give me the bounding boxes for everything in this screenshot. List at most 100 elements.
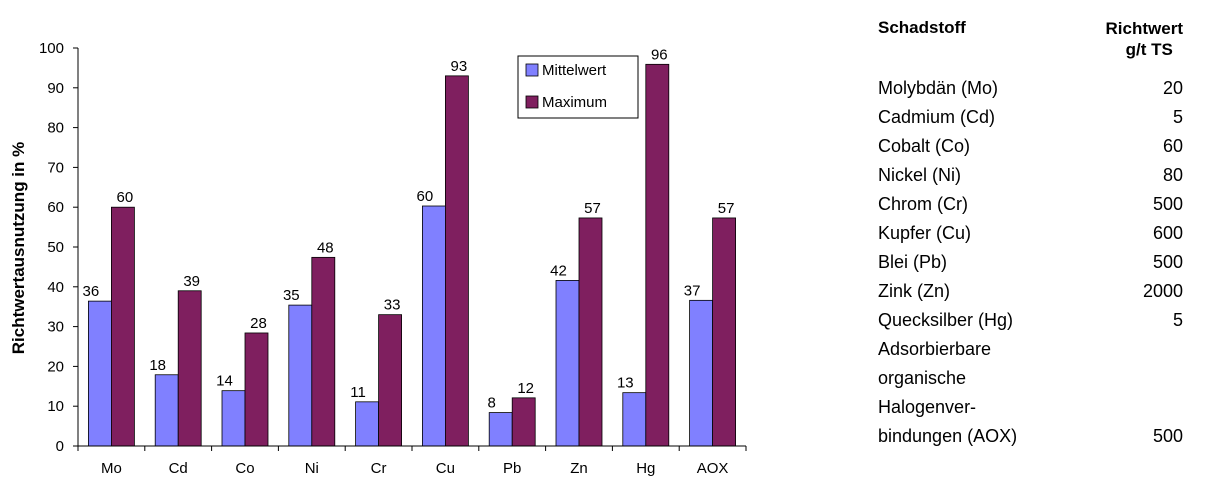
data-label-maximum: 12	[517, 380, 534, 397]
data-label-mittelwert: 60	[417, 188, 434, 205]
y-axis-title: Richtwertausnutzung in %	[9, 142, 28, 355]
table-row-value: 500	[1152, 426, 1183, 446]
x-tick-label: Cu	[436, 460, 455, 477]
bar-maximum	[177, 290, 202, 447]
data-label-maximum: 93	[451, 58, 468, 75]
legend-label-maximum: Maximum	[542, 94, 607, 111]
bar-maximum	[311, 256, 336, 447]
y-tick-label: 20	[47, 358, 64, 375]
bar-mittelwert	[288, 304, 313, 447]
table-body: Molybdän (Mo) 20 Cadmium (Cd) 5 Cobalt (Co) 6…	[866, 74, 1186, 335]
data-label-maximum: 96	[651, 46, 668, 63]
table-row-name: Molybdän (Mo)	[878, 78, 999, 98]
table-row-name: Kupfer (Cu)	[878, 223, 972, 243]
legend-label-mittelwert: Mittelwert	[542, 62, 607, 79]
bar-mittelwert	[689, 299, 713, 447]
table-row-value: 500	[1152, 194, 1183, 214]
table-row: Blei (Pb) 500	[866, 248, 1186, 277]
data-label-maximum: 48	[317, 239, 334, 256]
table-row-name: Quecksilber (Hg)	[878, 310, 1014, 330]
y-tick-label: 10	[47, 398, 64, 415]
bar-mittelwert	[421, 205, 446, 447]
data-label-mittelwert: 11	[350, 384, 366, 401]
data-label-maximum: 28	[250, 315, 267, 332]
table-row-name: Cobalt (Co)	[878, 136, 971, 156]
richtwert-table: Schadstoff Richtwert g/t TS Molybdän (Mo…	[866, 18, 1186, 451]
name-line: Halogenver-	[878, 397, 977, 417]
table-row-value: 20	[1162, 78, 1183, 98]
data-label-maximum: 39	[183, 273, 200, 290]
bar-maximum	[378, 314, 403, 447]
x-tick-label: Cr	[371, 460, 387, 477]
y-axis: 0 10 20 30 40 50 60 70 80 90 100	[39, 40, 78, 455]
table-row: Zink (Zn) 2000	[866, 277, 1186, 306]
table-row-name: Nickel (Ni)	[878, 165, 961, 185]
bar-mittelwert	[88, 300, 112, 447]
data-labels: 36 60 18 39 14 28 35 48 11 33 60 93 8 12 42 57 13 96 37 57	[83, 46, 735, 411]
bar-maximum	[111, 206, 135, 447]
bar-maximum	[712, 217, 736, 447]
table-row: Quecksilber (Hg) 5	[866, 306, 1186, 335]
table-row: Nickel (Ni) 80	[866, 161, 1186, 190]
table-row: Cadmium (Cd) 5	[866, 103, 1186, 132]
name-line: organische	[878, 368, 967, 388]
bar-maximum	[511, 397, 536, 447]
legend: Mittelwert Maximum	[517, 55, 639, 119]
table-row-value: 80	[1162, 165, 1183, 185]
bar-maximum	[244, 332, 269, 447]
table-row-value: 5	[1172, 107, 1183, 127]
table-row-value: 2000	[1142, 281, 1183, 301]
bar-maximum	[645, 63, 670, 447]
x-tick-label: Cd	[169, 460, 188, 477]
name-line: Adsorbierbare	[878, 339, 992, 359]
table-row-value: 600	[1152, 223, 1183, 243]
table-header: Schadstoff Richtwert g/t TS	[866, 18, 1186, 74]
y-tick-label: 80	[47, 120, 64, 137]
y-tick-label: 100	[39, 40, 64, 57]
data-label-maximum: 57	[718, 200, 735, 217]
y-tick-label: 0	[56, 438, 64, 455]
bars	[88, 63, 736, 447]
x-tick-label: Pb	[503, 460, 521, 477]
table-row: Cobalt (Co) 60	[866, 132, 1186, 161]
table-row: Kupfer (Cu) 600	[866, 219, 1186, 248]
bar-mittelwert	[488, 412, 513, 447]
bar-mittelwert	[355, 401, 380, 447]
table-row-value: 500	[1152, 252, 1183, 272]
data-label-mittelwert: 13	[617, 375, 634, 392]
data-label-mittelwert: 42	[550, 262, 567, 279]
x-axis: Mo Cd Co Ni Cr Cu Pb Zn Hg AOX	[77, 446, 747, 477]
header-richtwert: Richtwert g/t TS	[1106, 18, 1183, 60]
x-tick-label: Co	[235, 460, 254, 477]
y-tick-label: 90	[47, 80, 64, 97]
table-row-value: 60	[1162, 136, 1183, 156]
y-tick-label: 40	[47, 279, 64, 296]
bar-mittelwert	[221, 390, 246, 447]
data-label-mittelwert: 14	[216, 373, 233, 390]
table-row: Molybdän (Mo) 20	[866, 74, 1186, 103]
x-tick-label: Hg	[636, 460, 655, 477]
table-row: Chrom (Cr) 500	[866, 190, 1186, 219]
header-schadstoff: Schadstoff	[878, 18, 966, 37]
data-label-mittelwert: 18	[149, 357, 166, 374]
data-label-mittelwert: 35	[283, 287, 300, 304]
bar-maximum	[578, 217, 603, 447]
data-label-mittelwert: 36	[83, 283, 100, 300]
table-row-aox: Adsorbierbare organische Halogenver- bin…	[866, 335, 1186, 451]
header-richtwert-line2: g/t TS	[1125, 40, 1173, 59]
x-tick-label: Zn	[570, 460, 588, 477]
table-row-name: Zink (Zn)	[878, 281, 950, 301]
data-label-maximum: 57	[584, 200, 601, 217]
data-label-maximum: 60	[117, 189, 134, 206]
y-tick-label: 50	[47, 239, 64, 256]
y-tick-label: 60	[47, 199, 64, 216]
bar-mittelwert	[154, 374, 179, 447]
table-row-name: Chrom (Cr)	[878, 194, 968, 214]
table-row-name: Blei (Pb)	[878, 252, 948, 272]
x-tick-label: AOX	[697, 460, 729, 477]
bar-mittelwert	[555, 280, 580, 447]
y-tick-label: 70	[47, 159, 64, 176]
legend-swatch-mittelwert	[525, 63, 539, 77]
table-row-name: Adsorbierbare organische Halogenver- bin…	[878, 335, 1078, 451]
data-label-maximum: 33	[384, 297, 401, 314]
